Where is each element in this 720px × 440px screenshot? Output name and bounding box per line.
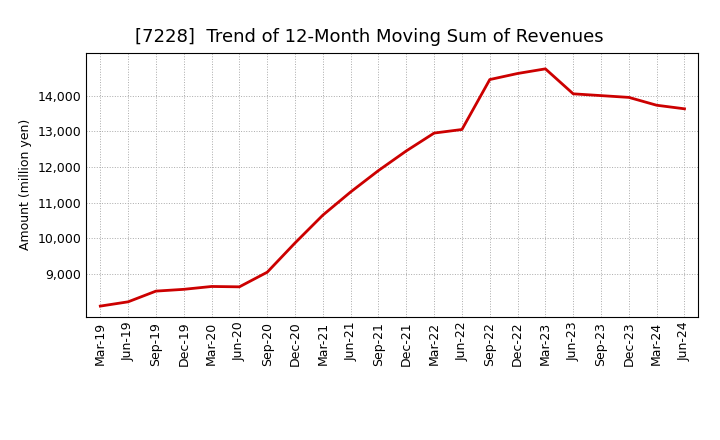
Y-axis label: Amount (million yen): Amount (million yen) [19,119,32,250]
Text: [7228]  Trend of 12-Month Moving Sum of Revenues: [7228] Trend of 12-Month Moving Sum of R… [135,28,604,46]
